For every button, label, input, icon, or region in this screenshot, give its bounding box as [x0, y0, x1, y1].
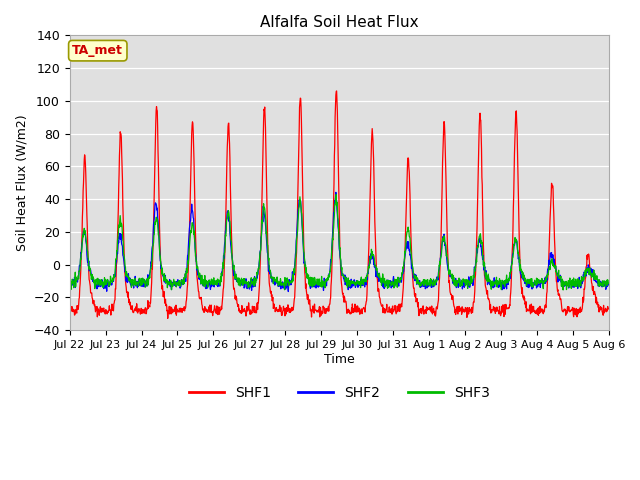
SHF1 [186, 212, 194, 218]
SHF1 [424, 305, 431, 311]
SHF1 [246, 312, 254, 317]
X-axis label: Time: Time [324, 352, 355, 366]
SHF2 [541, 280, 549, 286]
SHF3 [66, 285, 74, 291]
Line: SHF1: SHF1 [70, 91, 609, 318]
SHF1 [164, 315, 172, 321]
SHF1 [494, 307, 502, 313]
SHF3 [186, 243, 193, 249]
Text: TA_met: TA_met [72, 44, 124, 57]
SHF1 [541, 302, 549, 308]
SHF3 [541, 278, 548, 284]
SHF3 [173, 284, 180, 290]
SHF2 [173, 279, 180, 285]
Y-axis label: Soil Heat Flux (W/m2): Soil Heat Flux (W/m2) [15, 114, 28, 251]
SHF3 [423, 282, 431, 288]
SHF1 [333, 88, 340, 94]
SHF2 [186, 226, 193, 231]
Title: Alfalfa Soil Heat Flux: Alfalfa Soil Heat Flux [260, 15, 419, 30]
SHF2 [246, 279, 253, 285]
SHF1 [173, 308, 180, 313]
SHF3 [246, 284, 253, 289]
Legend: SHF1, SHF2, SHF3: SHF1, SHF2, SHF3 [183, 381, 495, 406]
SHF1 [66, 306, 74, 312]
SHF3 [605, 280, 612, 286]
SHF2 [494, 278, 502, 284]
SHF3 [332, 192, 340, 197]
SHF2 [66, 280, 74, 286]
SHF1 [605, 306, 612, 312]
SHF3 [559, 287, 567, 293]
Line: SHF3: SHF3 [70, 194, 609, 290]
Line: SHF2: SHF2 [70, 192, 609, 291]
SHF2 [424, 285, 431, 291]
SHF2 [284, 288, 292, 294]
SHF3 [493, 284, 501, 290]
SHF2 [605, 282, 612, 288]
SHF2 [332, 190, 340, 195]
